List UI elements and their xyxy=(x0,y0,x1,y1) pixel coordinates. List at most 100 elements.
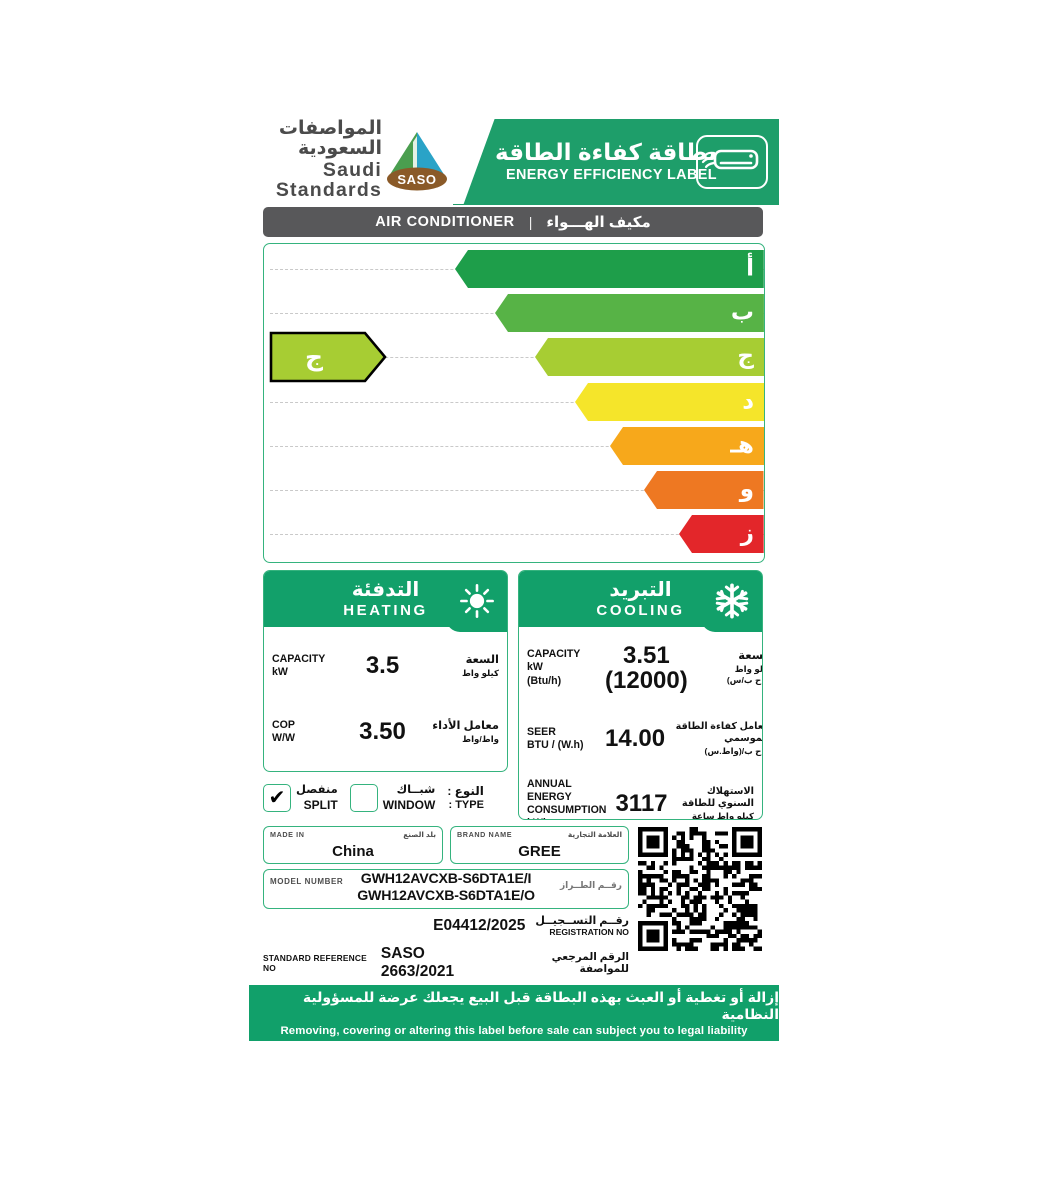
cooling-capacity-label-line2: kW xyxy=(527,661,543,674)
made-in-label-ar: بلد الصنع xyxy=(403,830,436,839)
heating-title-ar: التدفئة xyxy=(351,579,420,601)
snowflake-icon xyxy=(701,571,762,632)
cooling-annual-label-ar2: كيلو واط ساعة xyxy=(691,811,754,820)
cooling-seer-label-en: SEER BTU / (W.h) xyxy=(527,726,605,752)
cooling-annual-label-ar1: الاستهلاك السنوي للطاقة xyxy=(681,785,754,810)
rating-letter-4: د xyxy=(742,388,754,415)
product-title-ar: مكيف الهـــواء xyxy=(546,214,651,231)
heating-capacity-label-ar: السعة كيلو واط xyxy=(415,653,499,679)
cooling-capacity-label-en: CAPACITY kW (Btu/h) xyxy=(527,648,605,688)
unit-type-option-window[interactable]: شبــاك WINDOW xyxy=(349,784,436,812)
model-value-outdoor: GWH12AVCXB-S6DTA1E/O xyxy=(357,888,535,905)
split-checkbox[interactable]: ✔ xyxy=(263,784,291,812)
model-value-indoor: GWH12AVCXB-S6DTA1E/I xyxy=(360,870,532,887)
rating-row: ب xyxy=(264,294,764,333)
heating-column: التدفئة HEATING CAPACITY kW 3.5 السعة xyxy=(263,570,508,820)
cooling-annual-row: ANNUAL ENERGY CONSUMPTION kWh 3117 الاست… xyxy=(519,773,762,820)
qr-code[interactable] xyxy=(637,826,763,952)
brand-label-en: BRAND NAME xyxy=(457,830,513,839)
product-info-block: MADE IN بلد الصنع China BRAND NAME العلا… xyxy=(263,826,763,981)
heating-capacity-label-line1: CAPACITY xyxy=(272,652,326,665)
cooling-capacity-label-ar: السعة كيلو واط (و ح ب/س) xyxy=(688,649,763,686)
rating-guide-line xyxy=(270,490,764,491)
brand-label-ar: العلامة التجارية xyxy=(567,830,622,839)
unit-type-label-ar: النوع : xyxy=(447,784,484,799)
rating-row: هـ xyxy=(264,426,764,465)
heating-title-en: HEATING xyxy=(343,602,428,619)
model-value: GWH12AVCXB-S6DTA1E/I GWH12AVCXB-S6DTA1E/… xyxy=(264,871,628,907)
rating-bar-1: أ xyxy=(455,250,764,288)
split-option-text: منفصل SPLIT xyxy=(296,784,338,812)
header-branding: المواصفات السعودية Saudi Standards SASO xyxy=(249,119,453,205)
cooling-capacity-row: CAPACITY kW (Btu/h) 3.51 (12000) السعة ك… xyxy=(519,631,762,705)
product-title-bar: AIR CONDITIONER | مكيف الهـــواء xyxy=(263,207,763,237)
window-option-text: شبــاك WINDOW xyxy=(383,784,436,812)
registration-label: رقــم التســجيــل REGISTRATION NO xyxy=(535,915,629,938)
cooling-annual-label-line2: CONSUMPTION xyxy=(527,804,607,816)
cooling-title-en: COOLING xyxy=(596,602,685,619)
heating-capacity-value: 3.5 xyxy=(365,652,400,680)
rating-letter-1: أ xyxy=(746,255,754,282)
heating-capacity-label-ar2: كيلو واط xyxy=(461,667,499,678)
standard-value: SASO 2663/2021 xyxy=(380,944,455,980)
rating-letter-5: هـ xyxy=(730,432,754,459)
rating-bar-7: ز xyxy=(679,515,764,554)
rating-bar-3: ج xyxy=(534,338,764,377)
standard-label-en: STANDARD REFERENCE NO xyxy=(263,952,367,973)
cooling-seer-label-line2: BTU / (W.h) xyxy=(527,739,584,751)
made-in-value: China xyxy=(332,843,374,860)
svg-text:SASO: SASO xyxy=(397,172,436,187)
legal-warning-banner: إزالة أو تغطية أو العبث بهذه البطاقة قبل… xyxy=(249,985,779,1041)
cooling-annual-label-ar: الاستهلاك السنوي للطاقة كيلو واط ساعة xyxy=(670,785,754,820)
heating-cop-label-ar: معامل الأداء واط/واط xyxy=(415,719,499,745)
unit-type-row: النوع : TYPE : شبــاك WINDOW منفصل S xyxy=(263,781,508,815)
rating-guide-line xyxy=(270,445,764,447)
window-label-en: WINDOW xyxy=(382,797,436,812)
split-label-en: SPLIT xyxy=(303,797,338,812)
unit-type-label: النوع : TYPE : xyxy=(447,784,484,812)
made-in-box: MADE IN بلد الصنع China xyxy=(263,826,443,864)
standard-reference-row: STANDARD REFERENCE NO SASO 2663/2021 الر… xyxy=(263,945,629,981)
split-label-ar: منفصل xyxy=(296,783,338,796)
cooling-annual-label-line1: ANNUAL ENERGY xyxy=(527,777,572,803)
heating-cop-label-line2: W/W xyxy=(272,732,295,744)
heating-capacity-label-line2: kW xyxy=(272,666,288,678)
cooling-seer-row: SEER BTU / (W.h) 14.00 معامل كفاءة الطاق… xyxy=(519,705,762,773)
rating-bar-5: هـ xyxy=(609,426,764,465)
unit-type-option-split[interactable]: منفصل SPLIT ✔ xyxy=(263,784,338,812)
cooling-annual-label-en: ANNUAL ENERGY CONSUMPTION kWh xyxy=(527,777,613,819)
registration-label-en: REGISTRATION NO xyxy=(549,926,629,937)
rating-row: و xyxy=(264,471,764,509)
model-label-en: MODEL NUMBER xyxy=(270,877,344,886)
rating-letter-3: ج xyxy=(737,343,754,370)
rating-letter-6: و xyxy=(739,476,754,503)
split-check-glyph: ✔ xyxy=(268,787,286,809)
warning-text-en: Removing, covering or altering this labe… xyxy=(280,1025,748,1038)
cooling-seer-value: 14.00 xyxy=(605,725,666,753)
cooling-seer-label-line1: SEER xyxy=(527,725,556,738)
heating-cop-row: COP W/W 3.50 معامل الأداء واط/واط xyxy=(264,699,507,765)
selected-class-marker: ج xyxy=(269,331,387,383)
registration-value: E04412/2025 xyxy=(433,917,526,935)
label-header: المواصفات السعودية Saudi Standards SASO … xyxy=(249,119,779,205)
window-label-ar: شبــاك xyxy=(396,783,436,796)
warning-text-ar: إزالة أو تغطية أو العبث بهذه البطاقة قبل… xyxy=(302,988,779,1022)
rating-guide-line xyxy=(270,357,764,359)
saso-name-ar: المواصفات السعودية xyxy=(278,118,382,160)
window-checkbox[interactable] xyxy=(349,784,378,812)
cooling-seer-label-ar1: معامل كفاءة الطاقة الموسمي xyxy=(675,720,763,745)
cooling-capacity-label-ar1: السعة xyxy=(738,650,763,663)
cooling-title-ar: التبريد xyxy=(609,579,672,601)
saso-logo-icon: SASO xyxy=(383,126,451,198)
rating-guide-line xyxy=(270,534,764,536)
heating-capacity-label-ar1: السعة xyxy=(465,653,499,666)
cooling-capacity-label-ar2: كيلو واط xyxy=(734,664,763,675)
rating-row: ز xyxy=(264,515,764,554)
registration-label-ar: رقــم التســجيــل xyxy=(535,915,629,927)
product-info-left: MADE IN بلد الصنع China BRAND NAME العلا… xyxy=(263,826,629,981)
made-in-label-en: MADE IN xyxy=(270,830,305,839)
title-separator: | xyxy=(528,214,533,230)
energy-efficiency-label: المواصفات السعودية Saudi Standards SASO … xyxy=(249,119,779,1041)
cooling-capacity-value: 3.51 (12000) xyxy=(605,643,688,694)
